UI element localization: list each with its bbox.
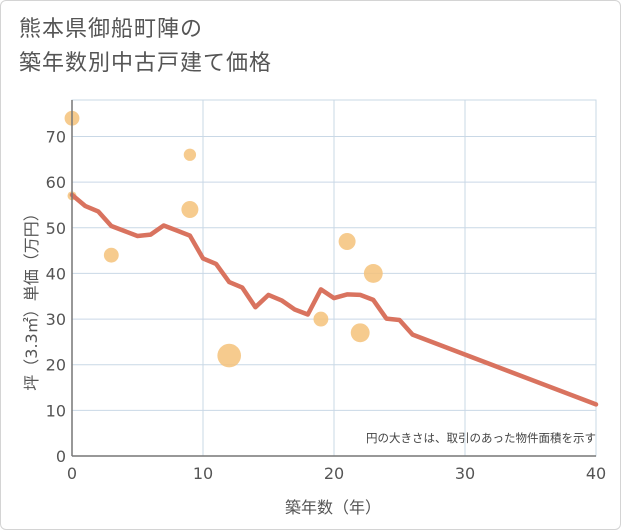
y-tick-label-20: 20 [46, 356, 66, 375]
bubble-7 [338, 232, 356, 250]
y-axis-title: 坪（3.3㎡）単価（万円） [22, 205, 41, 390]
x-tick-label-10: 10 [193, 464, 213, 483]
bubble-8 [350, 323, 370, 343]
x-tick-label-20: 20 [324, 464, 344, 483]
title-line-1: 熊本県御船町陣の [19, 17, 204, 42]
y-tick-label-0: 0 [56, 447, 66, 466]
bubble-size-note: 円の大きさは、取引のあった物件面積を示す [366, 431, 596, 445]
y-tick-label-70: 70 [46, 128, 66, 147]
x-axis-title: 築年数（年） [285, 498, 381, 517]
x-tick-label-30: 30 [455, 464, 475, 483]
bubble-9 [363, 263, 383, 283]
price-line-series [69, 192, 599, 407]
bubble-2 [103, 247, 119, 263]
bubbles [64, 110, 383, 368]
bubble-3 [183, 148, 197, 161]
y-tick-label-60: 60 [46, 173, 66, 192]
x-tick-label-40: 40 [586, 464, 606, 483]
y-tick-label-30: 30 [46, 310, 66, 329]
bubble-5 [217, 343, 242, 368]
bubble-6 [313, 311, 329, 327]
x-tick-label-0: 0 [67, 464, 77, 483]
bubble-4 [181, 201, 199, 219]
y-tick-label-10: 10 [46, 401, 66, 420]
page-title: 熊本県御船町陣の 築年数別中古戸建て価格 [19, 13, 272, 81]
price-line [69, 192, 599, 407]
axes: 0 10 20 30 40 50 60 70 0 10 20 30 40 [46, 100, 606, 483]
y-tick-label-40: 40 [46, 264, 66, 283]
y-tick-label-50: 50 [46, 219, 66, 238]
grid [71, 99, 597, 457]
title-line-2: 築年数別中古戸建て価格 [19, 51, 273, 76]
